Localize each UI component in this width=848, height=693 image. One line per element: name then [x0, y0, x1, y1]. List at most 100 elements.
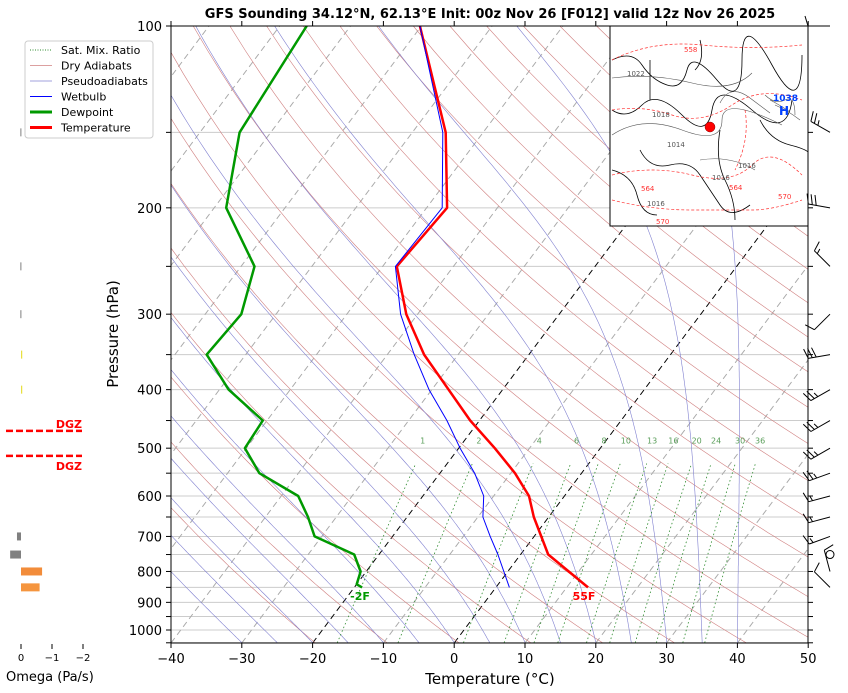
wind-barb: [802, 420, 831, 432]
mixing-ratio-label: 8: [601, 437, 606, 446]
surface-temperature-label: 55F: [573, 590, 596, 603]
y-tick-label: 400: [137, 384, 162, 399]
pseudoadiabat: [676, 26, 740, 643]
station-marker: [704, 121, 716, 133]
wind-barb-calm: [825, 550, 835, 560]
pseudoadiabat: [171, 497, 314, 643]
mixing-ratio-label: 6: [574, 437, 579, 446]
mixing-ratio-label: 4: [537, 437, 542, 446]
wind-barb: [823, 544, 834, 572]
inset-map: 1022 1018 1014 1016 1016 1016 558 564 56…: [609, 25, 809, 227]
x-tick-label: 30: [658, 652, 675, 667]
x-tick-label: −30: [228, 652, 255, 667]
dgz-label: DGZ: [56, 460, 82, 473]
wind-barb: [802, 492, 831, 503]
x-tick-label: −20: [299, 652, 326, 667]
pseudoadiabat: [516, 26, 703, 643]
omega-panel: 0 −1 −2 DGZ DGZ: [6, 128, 90, 664]
isotherm-gridline: [171, 26, 635, 643]
map-high-pressure-symbol: H: [779, 104, 789, 118]
x-tick-label: 0: [450, 652, 458, 667]
dry-adiabat: [171, 247, 603, 643]
pseudoadiabat: [171, 415, 384, 643]
y-tick-label: 700: [137, 530, 162, 545]
mixing-ratio-line: [682, 463, 736, 643]
isotherm-gridline: [171, 26, 281, 172]
x-axis: −40 −30 −20 −10 0 10 20 30 40 50: [157, 21, 816, 667]
mixing-ratio-label: 20: [692, 437, 702, 446]
highlighted-isotherm: [453, 170, 808, 643]
omega-bar: [16, 532, 21, 541]
wind-barb: [802, 513, 831, 524]
y-axis-title: Pressure (hPa): [104, 280, 122, 388]
pseudoadiabat: [171, 457, 349, 643]
dry-adiabat: [171, 312, 531, 643]
dry-adiabat: [171, 183, 675, 643]
legend-label: Temperature: [60, 122, 131, 135]
map-label: 1018: [652, 111, 670, 119]
y-axis: 100 200 300 400 500 600 700 800 900 1000: [129, 20, 813, 644]
y-tick-label: 100: [137, 20, 162, 35]
mixing-ratio-line: [463, 463, 534, 643]
omega-tick-label: −2: [76, 653, 91, 664]
wind-barbs: [802, 15, 835, 588]
mixing-ratio-label: 13: [647, 437, 657, 446]
map-label: 1014: [667, 141, 685, 149]
y-tick-label: 900: [137, 596, 162, 611]
map-label: 564: [641, 185, 655, 193]
pseudoadiabat: [171, 184, 526, 643]
pseudoadiabat: [171, 571, 243, 643]
y-tick-label: 600: [137, 490, 162, 505]
legend-label: Sat. Mix. Ratio: [61, 44, 141, 57]
pseudoadiabat: [171, 256, 491, 643]
omega-bar: [20, 262, 22, 271]
mixing-ratio-line: [397, 463, 473, 643]
x-tick-label: 20: [588, 652, 605, 667]
wetbulb-line: [394, 26, 510, 588]
wind-barb: [802, 470, 831, 482]
wind-barb: [806, 193, 831, 209]
wind-barb: [813, 241, 831, 267]
map-high-pressure-value: 1038: [773, 94, 798, 104]
wind-barb: [802, 389, 831, 402]
mixing-ratio-label: 30: [735, 437, 745, 446]
temperature-line: [395, 26, 589, 589]
pseudoadiabat: [274, 26, 632, 643]
omega-tick-label: −1: [45, 653, 60, 664]
isotherm-gridline: [807, 642, 808, 643]
omega-bar: [21, 385, 23, 394]
legend-label: Pseudoadiabats: [61, 75, 148, 88]
dry-adiabat: [171, 117, 747, 643]
wind-barb: [804, 313, 831, 331]
isotherm-gridline: [171, 26, 564, 550]
mixing-ratio-line: [533, 463, 599, 643]
dry-adiabat: [339, 26, 808, 444]
legend-label: Dry Adiabats: [61, 60, 132, 73]
mixing-ratio-label: 1: [420, 437, 425, 446]
y-tick-label: 500: [137, 442, 162, 457]
map-label: 1022: [627, 70, 645, 78]
dry-adiabat: [171, 441, 388, 643]
wind-barb: [802, 447, 831, 460]
x-tick-label: −10: [370, 652, 397, 667]
wind-barb: [810, 111, 831, 133]
dry-adiabat: [449, 26, 808, 338]
wind-barb: [803, 347, 831, 359]
map-label: 1016: [712, 174, 730, 182]
mixing-ratio-line: [704, 463, 756, 643]
dry-adiabat: [302, 26, 808, 481]
map-isobars: [611, 72, 801, 171]
dewpoint-line: [205, 26, 363, 589]
legend: Sat. Mix. Ratio Dry Adiabats Pseudoadiabat…: [24, 40, 154, 139]
y-tick-label: 800: [137, 565, 162, 580]
y-tick-label: 1000: [129, 624, 162, 639]
isotherm-gridline: [171, 26, 351, 267]
dry-adiabat: [413, 26, 808, 373]
omega-bar: [21, 350, 23, 359]
map-label: 1016: [647, 200, 665, 208]
isotherm-gridline: [524, 264, 808, 643]
chart-title: GFS Sounding 34.12°N, 62.13°E Init: 00z …: [205, 7, 775, 22]
dry-adiabat: [266, 26, 808, 519]
legend-label: Dewpoint: [61, 106, 114, 119]
map-label: 558: [684, 46, 697, 54]
